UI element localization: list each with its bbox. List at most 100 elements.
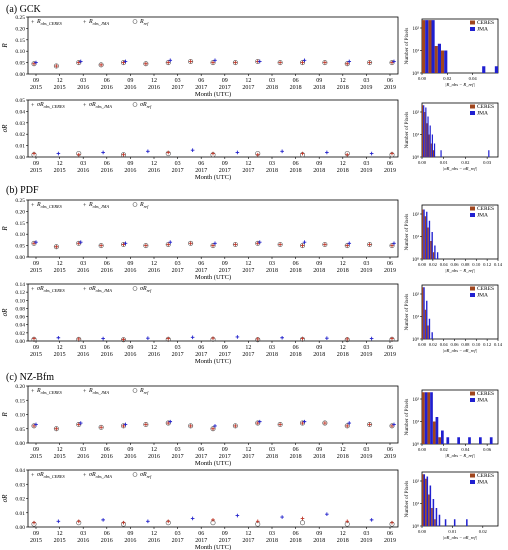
- bar-jma: [423, 209, 425, 259]
- point-ceres: [32, 241, 36, 246]
- x-tick-year: 2015: [54, 168, 66, 174]
- point-ceres: [54, 426, 59, 431]
- x-tick-year: 2018: [313, 85, 325, 91]
- x-tick-month: 09: [127, 261, 133, 267]
- x-tick-year: 2018: [313, 454, 325, 460]
- x-tick-year: 2018: [266, 168, 278, 174]
- x-tick-year: 2016: [124, 268, 136, 274]
- point-jma: [257, 240, 262, 244]
- point-ceres: [211, 243, 215, 248]
- bar-jma: [433, 143, 436, 157]
- x-tick-label: 0.02: [479, 529, 488, 534]
- point-ref: [165, 60, 171, 66]
- bar-jma: [435, 417, 439, 444]
- point-ceres: [345, 243, 350, 248]
- y-axis-label: R: [1, 412, 9, 418]
- plot-frame: [27, 199, 399, 258]
- scatter-panel-NZ-R: 0.000.050.100.150.20R0920151220150320160…: [1, 384, 399, 467]
- point-ceres: [144, 422, 148, 427]
- x-tick-month: 03: [175, 447, 181, 453]
- point-ref: [299, 243, 305, 249]
- x-tick-year: 2018: [337, 538, 349, 544]
- point-ceres: [188, 241, 193, 246]
- point-jma: [392, 422, 396, 427]
- y-tick-label: 0.05: [15, 427, 25, 433]
- y-axis-label: Number of Pixels: [403, 28, 410, 65]
- point-jma: [56, 519, 61, 524]
- point-jma: [347, 421, 352, 425]
- x-tick-year: 2018: [266, 454, 278, 460]
- bar-ceres: [422, 392, 425, 444]
- x-tick-year: 2016: [77, 454, 89, 460]
- x-tick-month: 06: [293, 345, 299, 351]
- x-tick-year: 2019: [384, 454, 396, 460]
- x-tick-year: 2019: [360, 454, 372, 460]
- y-tick-label: 0.00: [15, 155, 25, 161]
- point-jma: [257, 59, 262, 64]
- point-jma: [302, 419, 307, 424]
- bar-ceres: [422, 287, 424, 339]
- point-ref: [232, 241, 238, 247]
- x-tick-label: 0.01: [448, 529, 457, 534]
- x-tick-month: 09: [127, 345, 133, 351]
- bar-jma: [424, 392, 428, 444]
- legend-marker-ceres: +: [31, 389, 35, 395]
- point-ref: [299, 520, 305, 526]
- bar-jma: [431, 20, 435, 73]
- x-tick-year: 2017: [195, 454, 207, 460]
- point-jma: [56, 151, 61, 156]
- point-ceres: [166, 242, 171, 247]
- x-tick-year: 2018: [313, 168, 325, 174]
- x-tick-year: 2017: [195, 538, 207, 544]
- point-ceres: [166, 421, 171, 425]
- point-ref: [277, 241, 283, 247]
- point-ceres: [323, 242, 327, 247]
- legend-label-ceres: CERES: [477, 286, 494, 292]
- bar-jma: [423, 287, 425, 339]
- point-ceres: [99, 63, 103, 67]
- point-ceres: [390, 336, 394, 341]
- point-ceres: [76, 337, 81, 341]
- point-jma: [146, 519, 150, 524]
- x-tick-month: 09: [33, 78, 39, 84]
- y-tick-label: 0.10: [15, 232, 25, 238]
- legend-label-ceres: Robs_CERES: [36, 388, 63, 395]
- bar-ceres: [424, 112, 426, 157]
- point-jma: [325, 150, 329, 155]
- x-tick-year: 2017: [219, 85, 231, 91]
- x-tick-year: 2017: [219, 168, 231, 174]
- x-tick-year: 2019: [384, 268, 396, 274]
- x-tick-year: 2016: [77, 352, 89, 358]
- x-tick-year: 2018: [337, 454, 349, 460]
- x-tick-label: 0.06: [483, 447, 492, 452]
- bar-jma: [423, 474, 426, 526]
- point-jma: [280, 149, 284, 154]
- legend-swatch-ceres: [470, 104, 475, 109]
- x-tick-month: 06: [387, 261, 393, 267]
- x-tick-month: 12: [57, 261, 63, 267]
- y-tick-label: 0.06: [15, 315, 25, 321]
- x-tick-month: 03: [80, 161, 86, 167]
- x-tick-label: 0.08: [461, 262, 470, 267]
- point-jma: [280, 335, 284, 340]
- x-tick-month: 09: [316, 261, 322, 267]
- x-tick-label: 0.14: [494, 262, 503, 267]
- point-jma: [168, 419, 173, 424]
- x-tick-month: 06: [104, 345, 110, 351]
- legend-swatch-ceres: [470, 20, 475, 25]
- point-ceres: [233, 242, 238, 247]
- point-ref: [143, 421, 149, 427]
- legend-swatch-ceres: [470, 473, 475, 478]
- point-jma: [101, 336, 105, 341]
- point-ceres: [99, 243, 103, 248]
- y-tick-label: 0.15: [15, 221, 25, 227]
- point-ceres: [76, 152, 81, 157]
- x-tick-month: 06: [293, 161, 299, 167]
- x-tick-month: 12: [245, 531, 251, 537]
- x-tick-year: 2018: [290, 538, 302, 544]
- y-tick-label: 0.12: [15, 290, 25, 296]
- x-tick-month: 12: [151, 447, 157, 453]
- point-ceres: [255, 519, 260, 524]
- x-axis-label: |R_obs − R_ref|: [445, 453, 474, 458]
- x-tick-month: 06: [198, 345, 204, 351]
